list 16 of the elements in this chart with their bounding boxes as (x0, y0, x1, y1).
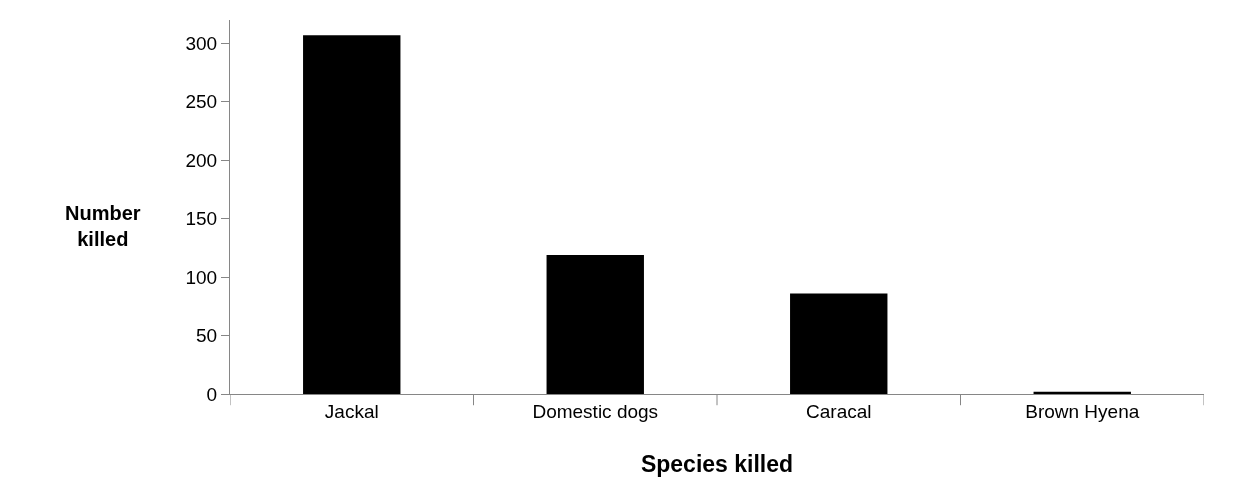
y-tick-label: 300 (185, 33, 218, 55)
bar (303, 35, 401, 394)
y-tick-label: 250 (185, 91, 218, 113)
y-tick-label: 200 (185, 149, 218, 171)
y-tick-label: 150 (185, 208, 218, 230)
y-tick-label: 0 (206, 383, 218, 405)
y-tick-label: 50 (196, 325, 218, 347)
x-tick-label: Caracal (806, 400, 872, 422)
bar (546, 254, 644, 394)
x-tick-label: Domestic dogs (532, 400, 659, 422)
x-tick-label: Brown Hyena (1025, 400, 1140, 422)
y-tick-label: 100 (185, 266, 218, 288)
y-axis-title: Number killed (65, 202, 141, 250)
x-axis-title: Species killed (640, 451, 794, 478)
bar (790, 293, 888, 394)
x-tick-label: Jackal (324, 400, 379, 422)
